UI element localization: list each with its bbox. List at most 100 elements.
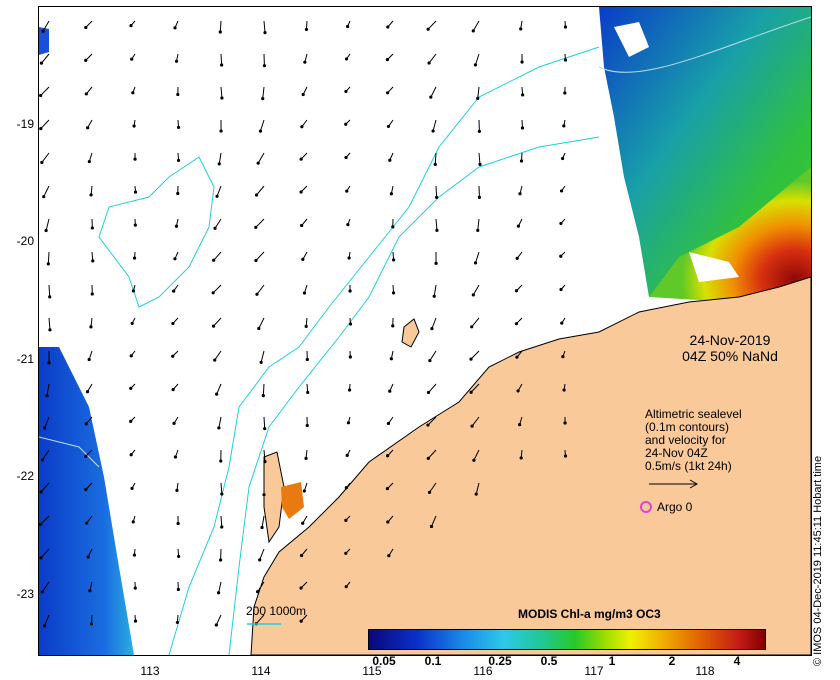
velocity-vector — [212, 284, 222, 294]
velocity-vector-head — [217, 426, 221, 430]
scale-label: 200 1000m — [246, 604, 307, 618]
velocity-vector — [47, 251, 50, 264]
velocity-vector-head — [427, 490, 432, 494]
x-tick-label: 113 — [140, 664, 160, 678]
velocity-vector — [257, 152, 265, 164]
velocity-vector — [256, 185, 265, 196]
velocity-vector-head — [133, 157, 137, 161]
altimetry-line: (0.1m contours) — [645, 420, 730, 434]
velocity-vector-head — [426, 456, 430, 460]
velocity-vector-head — [86, 555, 90, 559]
velocity-vector — [260, 350, 265, 363]
velocity-vector-head — [218, 30, 222, 34]
velocity-vector — [214, 350, 222, 361]
velocity-vector-head — [305, 423, 309, 428]
velocity-vector-head — [518, 192, 522, 196]
velocity-vector-head — [478, 162, 482, 166]
velocity-vectors — [39, 20, 568, 628]
velocity-vector — [431, 317, 437, 329]
velocity-vector-head — [435, 228, 439, 232]
altimetry-line: 0.5m/s (1kt 24h) — [645, 459, 732, 473]
velocity-vector-head — [175, 620, 180, 625]
velocity-vector-head — [174, 59, 179, 63]
velocity-vector-head — [133, 619, 138, 623]
velocity-vector-head — [304, 27, 309, 32]
velocity-vector-head — [89, 193, 93, 197]
velocity-vector-head — [385, 486, 390, 491]
velocity-vector-head — [47, 361, 51, 365]
x-tick-label: 116 — [473, 664, 493, 678]
velocity-vector-head — [435, 195, 439, 199]
velocity-vector-head — [173, 257, 177, 261]
velocity-vector-head — [263, 31, 267, 35]
velocity-vector — [262, 383, 265, 396]
velocity-vector-head — [299, 586, 303, 590]
argo-label: Argo 0 — [657, 500, 693, 514]
velocity-vector-head — [388, 158, 392, 162]
velocity-vector-head — [469, 390, 473, 394]
velocity-vector — [434, 152, 437, 165]
velocity-vector-head — [130, 486, 134, 490]
velocity-vector-head — [559, 254, 563, 258]
velocity-vector-head — [519, 159, 524, 163]
velocity-vector-head — [215, 392, 219, 396]
argo-marker-icon — [640, 501, 652, 513]
colorbar-label: 1 — [608, 654, 616, 668]
velocity-vector-head — [129, 419, 133, 423]
velocity-vector — [220, 515, 223, 528]
velocity-vector-head — [217, 162, 221, 166]
velocity-vector-head — [515, 256, 519, 260]
velocity-vector-head — [386, 91, 390, 95]
velocity-vector-head — [172, 421, 176, 425]
velocity-vector-head — [258, 129, 263, 133]
velocity-vector-head — [346, 223, 350, 227]
velocity-vector-head — [300, 223, 304, 228]
colorbar-label: 4 — [733, 654, 741, 668]
y-tick-label: -20 — [16, 234, 34, 248]
velocity-vector-head — [471, 293, 475, 297]
velocity-vector-head — [213, 226, 217, 230]
velocity-vector — [430, 86, 437, 98]
velocity-vector-head — [559, 221, 563, 226]
velocity-vector-head — [211, 324, 216, 328]
velocity-vector-head — [389, 192, 394, 196]
velocity-vector — [43, 185, 50, 197]
velocity-vector-head — [299, 553, 304, 558]
velocity-vector-head — [563, 421, 567, 425]
velocity-vector-head — [519, 27, 523, 31]
velocity-vector-head — [426, 423, 430, 427]
velocity-vector-head — [84, 454, 88, 458]
velocity-vector-head — [48, 295, 52, 299]
velocity-vector-head — [263, 460, 267, 464]
bathymetry-contours — [39, 16, 811, 655]
velocity-vector-head — [514, 289, 519, 293]
colorbar-label: 0.05 — [372, 654, 396, 668]
velocity-vector-head — [40, 160, 44, 165]
velocity-vector — [427, 20, 437, 30]
x-tick-label: 117 — [584, 664, 604, 678]
velocity-vector-head — [129, 354, 133, 358]
velocity-vector-head — [299, 619, 303, 623]
velocity-vector — [427, 449, 437, 459]
time-info-text: 04Z 50% NaNd — [682, 348, 778, 364]
velocity-vector-head — [514, 322, 519, 326]
velocity-vector-head — [389, 357, 393, 361]
velocity-vector-head — [428, 358, 432, 363]
velocity-vector-head — [344, 122, 348, 126]
velocity-vector-head — [472, 458, 476, 462]
velocity-vector-head — [254, 193, 259, 197]
velocity-vector-head — [91, 259, 95, 263]
velocity-vector — [48, 284, 51, 297]
velocity-vector-head — [431, 129, 435, 133]
velocity-vector-head — [129, 23, 133, 28]
velocity-vector-head — [42, 624, 47, 628]
velocity-vector-head — [388, 389, 392, 393]
velocity-vector — [474, 53, 480, 66]
velocity-vector-head — [301, 92, 305, 97]
velocity-vector-head — [299, 157, 303, 161]
velocity-vector-head — [215, 194, 219, 198]
velocity-vector — [259, 548, 265, 561]
velocity-vector-head — [477, 129, 481, 134]
velocity-vector — [216, 185, 222, 197]
velocity-vector-head — [261, 394, 265, 398]
